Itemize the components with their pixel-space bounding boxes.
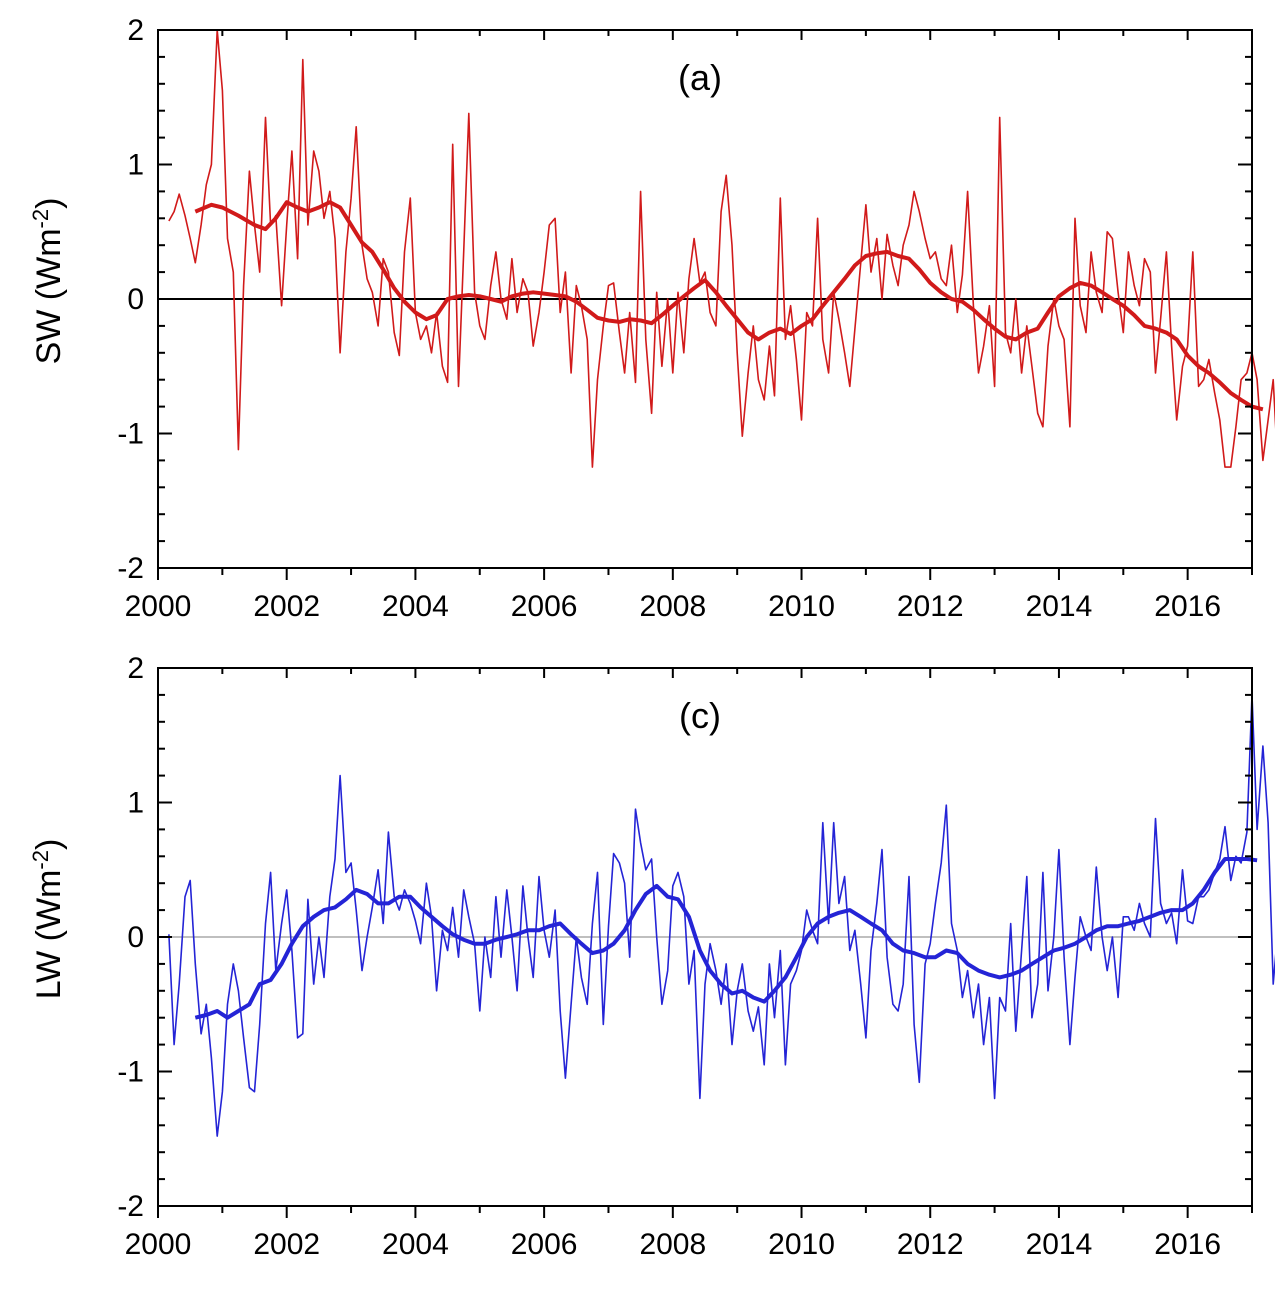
panel-c-x-tick-label: 2014: [1026, 1228, 1093, 1261]
panel-c-data-layer: [158, 694, 1275, 1137]
panel-a-data-layer: [158, 29, 1275, 468]
panel-c-y-tick-label: 2: [127, 652, 144, 685]
panel-a-y-tick-label: 1: [127, 149, 144, 182]
panel-a-monthly-series-line: [168, 29, 1275, 468]
panel-c-monthly-series-line: [168, 694, 1275, 1137]
panel-a-y-tick-label: 0: [127, 283, 144, 316]
panel-a-y-axis-title-main: SW (Wm: [30, 228, 68, 364]
panel-a-x-tick-label: 2008: [639, 590, 706, 623]
panel-c-y-tick-label: -2: [117, 1190, 144, 1223]
panel-c-x-tick-label: 2006: [511, 1228, 578, 1261]
panel-a-smoothed-series-line: [194, 200, 1264, 412]
panel-c-y-tick-label: 0: [127, 921, 144, 954]
panel-a-y-axis-title-sup: -2: [28, 209, 53, 229]
panel-a-x-tick-label: 2014: [1026, 590, 1093, 623]
panel-a-x-tick-label: 2012: [897, 590, 964, 623]
panel-c: 2 1 0 -1 -2 2000 2002 2004 2006 2008 2010 2012 2014 2…: [28, 652, 1275, 1261]
panel-a-y-tick-label: -1: [117, 418, 144, 451]
panel-a-y-axis-title-close: ): [30, 198, 68, 209]
panel-a-y-tick-label: 2: [127, 14, 144, 47]
panel-c-x-tick-label: 2016: [1154, 1228, 1221, 1261]
panel-c-smoothed-series-line: [194, 857, 1258, 1020]
panel-a-x-tick-label: 2010: [768, 590, 835, 623]
panel-c-x-tick-label: 2004: [382, 1228, 449, 1261]
panel-c-x-tick-label: 2008: [639, 1228, 706, 1261]
panel-c-y-axis-title-sup: -2: [28, 850, 53, 870]
panel-c-y-axis-title: LW (Wm-2): [28, 839, 68, 1000]
panel-a: 2 1 0 -1 -2 2000 2002 2004 2006 2008 2010 2012 2014 2…: [28, 14, 1275, 623]
panel-a-x-tick-label: 2000: [125, 590, 192, 623]
panel-c-y-axis-title-close: ): [30, 839, 68, 850]
panel-a-y-axis-title: SW (Wm-2): [28, 198, 68, 365]
panel-a-x-tick-label: 2016: [1154, 590, 1221, 623]
panel-c-x-tick-label: 2000: [125, 1228, 192, 1261]
panel-a-x-tick-label: 2002: [253, 590, 320, 623]
panel-a-y-tick-label: -2: [117, 552, 144, 585]
panel-c-y-axis-title-main: LW (Wm: [30, 870, 68, 1000]
panel-a-ticks: 2 1 0 -1 -2 2000 2002 2004 2006 2008 2010 2012 2014 2…: [117, 14, 1253, 623]
panel-a-x-tick-label: 2004: [382, 590, 449, 623]
panel-c-x-tick-label: 2010: [768, 1228, 835, 1261]
panel-c-label: (c): [679, 695, 721, 736]
panel-a-x-tick-label: 2006: [511, 590, 578, 623]
panel-c-x-tick-label: 2002: [253, 1228, 320, 1261]
panel-c-ticks: 2 1 0 -1 -2 2000 2002 2004 2006 2008 2010 2012 2014 2…: [117, 652, 1253, 1261]
panel-c-x-tick-label: 2012: [897, 1228, 964, 1261]
panel-a-label: (a): [678, 57, 722, 98]
panel-c-y-tick-label: 1: [127, 787, 144, 820]
panel-c-y-tick-label: -1: [117, 1056, 144, 1089]
